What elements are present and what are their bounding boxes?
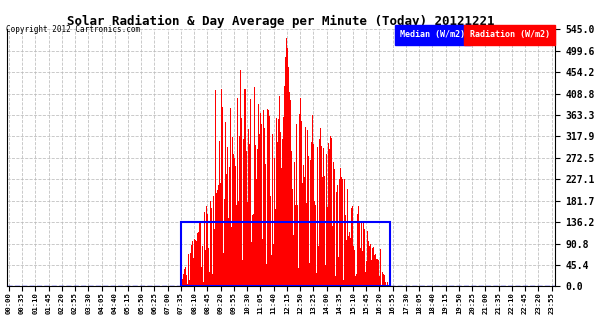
Legend: Median (W/m2), Radiation (W/m2): Median (W/m2), Radiation (W/m2) [396,28,551,41]
Text: Copyright 2012 Cartronics.com: Copyright 2012 Cartronics.com [6,25,140,34]
Title: Solar Radiation & Day Average per Minute (Today) 20121221: Solar Radiation & Day Average per Minute… [67,15,495,28]
Bar [181,222,389,286]
